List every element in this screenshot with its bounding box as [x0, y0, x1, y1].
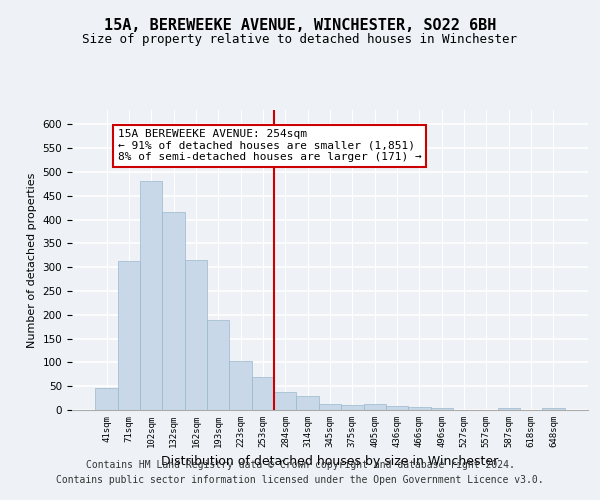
Bar [341, 405, 364, 410]
Bar [140, 182, 163, 410]
Bar [118, 262, 140, 410]
Bar [95, 388, 118, 410]
Bar [319, 404, 341, 410]
Bar [296, 396, 319, 410]
Text: Size of property relative to detached houses in Winchester: Size of property relative to detached ho… [83, 32, 517, 46]
Bar [252, 376, 274, 410]
Bar [163, 212, 185, 410]
Bar [408, 407, 431, 410]
Bar [542, 408, 565, 410]
Bar [364, 404, 386, 410]
Text: Contains HM Land Registry data © Crown copyright and database right 2024.
Contai: Contains HM Land Registry data © Crown c… [56, 460, 544, 485]
Bar [497, 408, 520, 410]
Text: 15A BEREWEEKE AVENUE: 254sqm
← 91% of detached houses are smaller (1,851)
8% of : 15A BEREWEEKE AVENUE: 254sqm ← 91% of de… [118, 129, 422, 162]
Bar [274, 392, 296, 410]
Bar [185, 260, 207, 410]
Bar [207, 320, 229, 410]
Bar [431, 408, 453, 410]
Bar [229, 361, 252, 410]
X-axis label: Distribution of detached houses by size in Winchester: Distribution of detached houses by size … [161, 456, 499, 468]
Y-axis label: Number of detached properties: Number of detached properties [27, 172, 37, 348]
Bar [386, 406, 408, 410]
Text: 15A, BEREWEEKE AVENUE, WINCHESTER, SO22 6BH: 15A, BEREWEEKE AVENUE, WINCHESTER, SO22 … [104, 18, 496, 32]
